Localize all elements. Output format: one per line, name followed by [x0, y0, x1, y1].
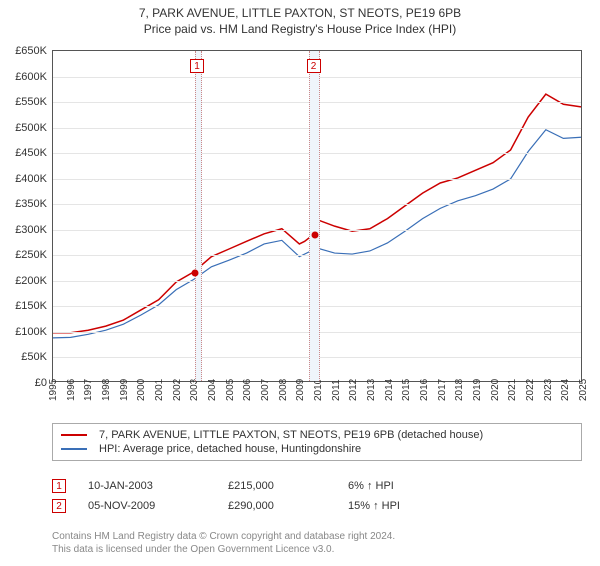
- legend-swatch: [61, 434, 87, 436]
- chart-subtitle: Price paid vs. HM Land Registry's House …: [0, 22, 600, 36]
- x-tick-label: 2019: [472, 379, 483, 401]
- legend-item: HPI: Average price, detached house, Hunt…: [61, 442, 573, 456]
- legend-label: 7, PARK AVENUE, LITTLE PAXTON, ST NEOTS,…: [99, 429, 483, 441]
- transaction-rows: 1 10-JAN-2003£215,0006% ↑ HPI 2 05-NOV-2009…: [52, 476, 582, 516]
- x-tick-label: 2025: [578, 379, 589, 401]
- transaction-price: £290,000: [228, 500, 348, 512]
- legend-swatch: [61, 448, 87, 450]
- y-tick-label: £150K: [15, 300, 53, 312]
- transaction-date: 05-NOV-2009: [88, 500, 228, 512]
- x-tick-label: 2007: [260, 379, 271, 401]
- x-tick-label: 2013: [366, 379, 377, 401]
- chart-marker: 1: [190, 59, 204, 73]
- shaded-band: [195, 51, 202, 381]
- x-tick-label: 2002: [172, 379, 183, 401]
- y-tick-label: £350K: [15, 198, 53, 210]
- x-tick-label: 2015: [401, 379, 412, 401]
- plot-area: £0£50K£100K£150K£200K£250K£300K£350K£400…: [52, 50, 582, 382]
- chart-title: 7, PARK AVENUE, LITTLE PAXTON, ST NEOTS,…: [0, 6, 600, 20]
- footer: Contains HM Land Registry data © Crown c…: [52, 530, 582, 556]
- transaction-pct: 6% ↑ HPI: [348, 480, 468, 492]
- x-tick-label: 2018: [454, 379, 465, 401]
- x-tick-label: 2016: [419, 379, 430, 401]
- series-dot: [312, 231, 319, 238]
- x-tick-label: 2012: [348, 379, 359, 401]
- legend-label: HPI: Average price, detached house, Hunt…: [99, 443, 361, 455]
- y-tick-label: £100K: [15, 326, 53, 338]
- x-tick-label: 2021: [507, 379, 518, 401]
- y-tick-label: £400K: [15, 173, 53, 185]
- x-tick-label: 2000: [136, 379, 147, 401]
- x-tick-label: 2004: [207, 379, 218, 401]
- x-tick-label: 1999: [119, 379, 130, 401]
- x-tick-label: 2008: [278, 379, 289, 401]
- y-tick-label: £50K: [21, 351, 53, 363]
- transaction-pct: 15% ↑ HPI: [348, 500, 468, 512]
- transaction-price: £215,000: [228, 480, 348, 492]
- legend-item: 7, PARK AVENUE, LITTLE PAXTON, ST NEOTS,…: [61, 428, 573, 442]
- x-tick-label: 2009: [295, 379, 306, 401]
- x-tick-label: 2001: [154, 379, 165, 401]
- y-tick-label: £200K: [15, 275, 53, 287]
- x-tick-label: 2005: [225, 379, 236, 401]
- x-tick-label: 1997: [83, 379, 94, 401]
- transaction-marker: 1: [52, 479, 66, 493]
- x-tick-label: 2023: [543, 379, 554, 401]
- y-tick-label: £300K: [15, 224, 53, 236]
- transaction-date: 10-JAN-2003: [88, 480, 228, 492]
- x-tick-label: 2022: [525, 379, 536, 401]
- footer-line-1: Contains HM Land Registry data © Crown c…: [52, 530, 582, 543]
- x-tick-label: 2003: [189, 379, 200, 401]
- transaction-row: 1 10-JAN-2003£215,0006% ↑ HPI: [52, 476, 582, 496]
- transaction-marker: 2: [52, 499, 66, 513]
- x-tick-label: 1998: [101, 379, 112, 401]
- x-tick-label: 2006: [242, 379, 253, 401]
- x-tick-label: 2024: [560, 379, 571, 401]
- y-tick-label: £600K: [15, 71, 53, 83]
- x-tick-label: 2011: [331, 379, 342, 401]
- x-tick-label: 2017: [437, 379, 448, 401]
- footer-line-2: This data is licensed under the Open Gov…: [52, 543, 582, 556]
- x-tick-label: 1996: [66, 379, 77, 401]
- x-tick-label: 2014: [384, 379, 395, 401]
- x-tick-label: 2010: [313, 379, 324, 401]
- y-tick-label: £500K: [15, 122, 53, 134]
- series-dot: [191, 270, 198, 277]
- y-tick-label: £650K: [15, 45, 53, 57]
- transaction-row: 2 05-NOV-2009£290,00015% ↑ HPI: [52, 496, 582, 516]
- x-tick-label: 2020: [490, 379, 501, 401]
- chart-area: £0£50K£100K£150K£200K£250K£300K£350K£400…: [52, 50, 582, 400]
- y-tick-label: £450K: [15, 147, 53, 159]
- shaded-band: [309, 51, 320, 381]
- y-tick-label: £250K: [15, 249, 53, 261]
- chart-marker: 2: [307, 59, 321, 73]
- y-tick-label: £550K: [15, 96, 53, 108]
- x-tick-label: 1995: [48, 379, 59, 401]
- legend: 7, PARK AVENUE, LITTLE PAXTON, ST NEOTS,…: [52, 423, 582, 461]
